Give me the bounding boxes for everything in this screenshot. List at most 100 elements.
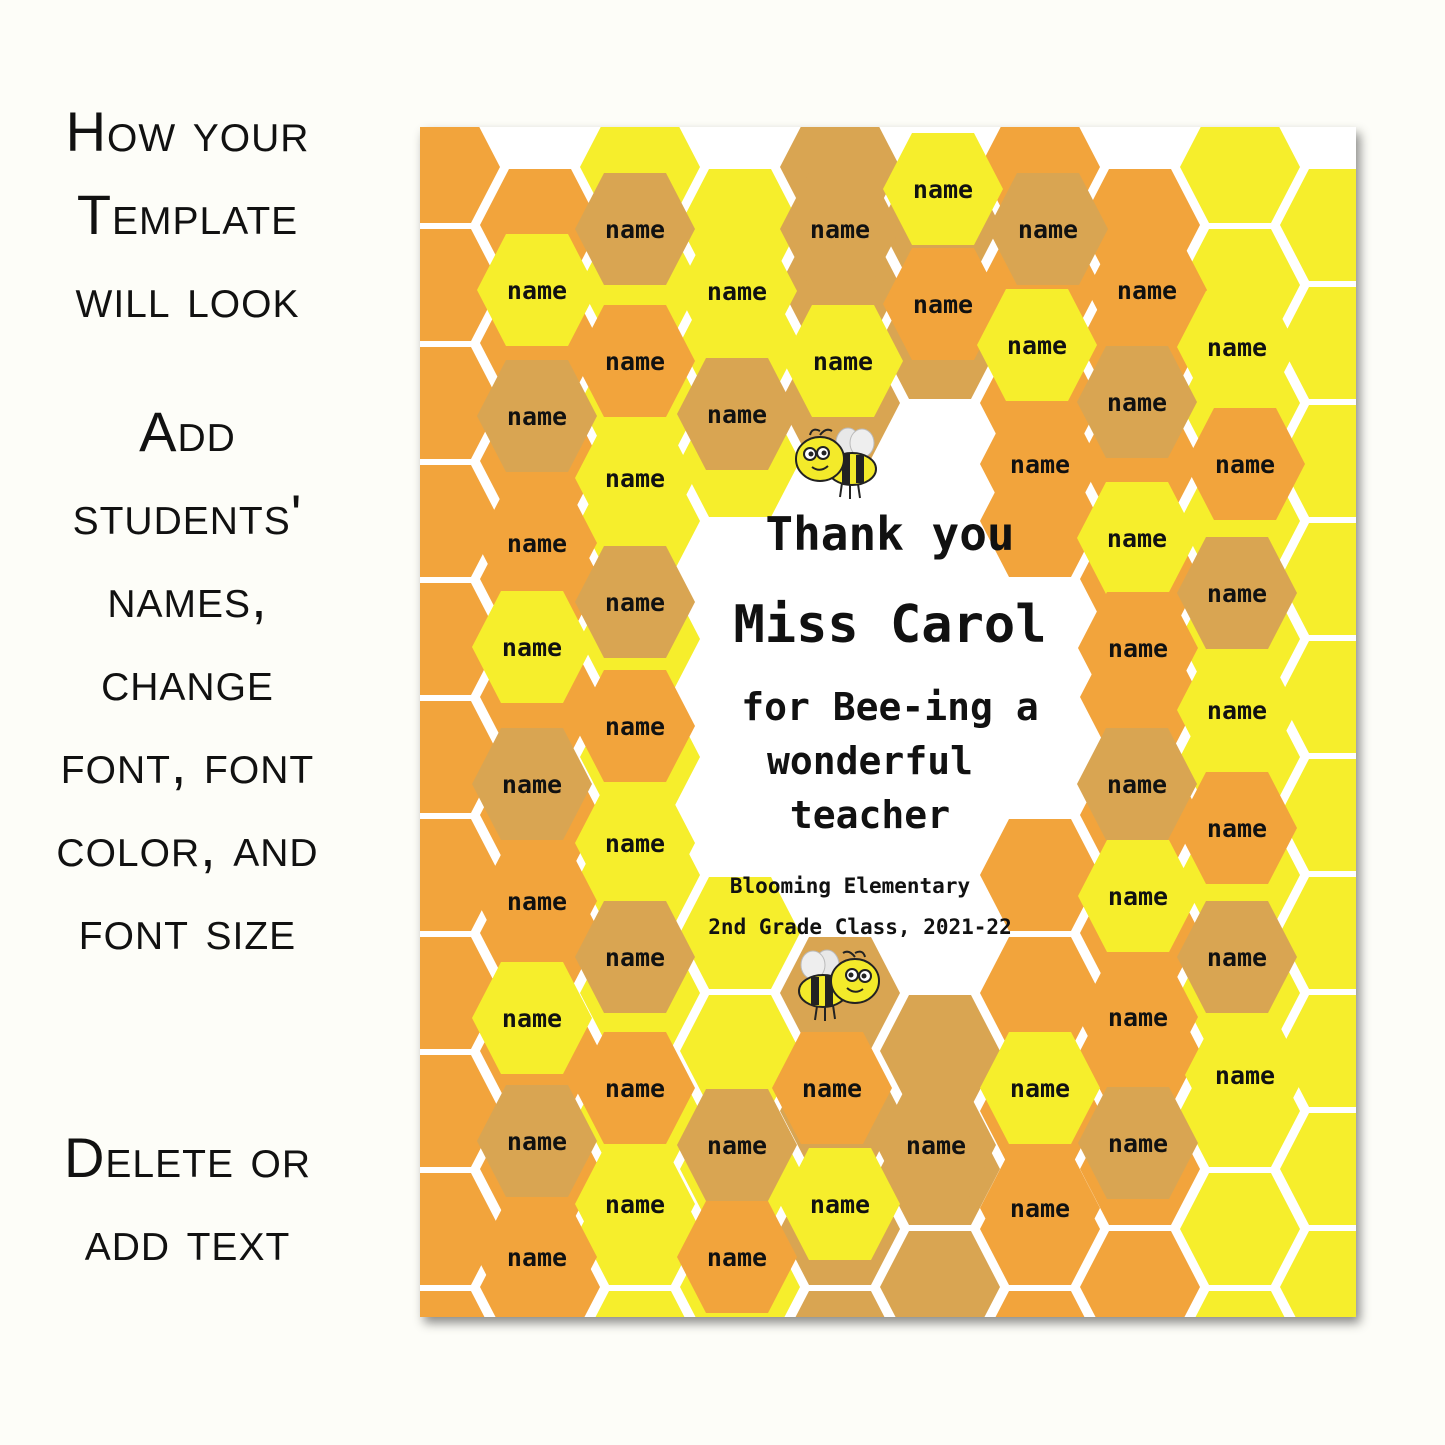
student-name[interactable]: name — [1007, 331, 1067, 360]
student-name[interactable]: name — [605, 712, 665, 741]
student-name[interactable]: name — [605, 215, 665, 244]
school-name: Blooming Elementary — [729, 874, 971, 898]
honeycomb-cell — [1195, 1291, 1285, 1317]
student-name[interactable]: name — [507, 1243, 567, 1272]
name-cell — [988, 173, 1108, 285]
student-name[interactable]: name — [913, 290, 973, 319]
instruction-line: font size — [78, 898, 297, 961]
name-cell — [677, 235, 797, 347]
student-name[interactable]: name — [507, 1127, 567, 1156]
name-cell — [1078, 840, 1198, 952]
student-name[interactable]: name — [1108, 1003, 1168, 1032]
student-name[interactable]: name — [1010, 450, 1070, 479]
student-name[interactable]: name — [1108, 1129, 1168, 1158]
instruction-line: Delete or — [63, 1126, 312, 1189]
honeycomb-cell — [995, 1291, 1085, 1317]
honeycomb: name name name name name name name name name name… — [420, 127, 1356, 1317]
name-cell — [575, 422, 695, 534]
student-name[interactable]: name — [813, 347, 873, 376]
student-name[interactable]: name — [1117, 276, 1177, 305]
instruction-line: color, and — [56, 815, 319, 878]
student-name[interactable]: name — [507, 276, 567, 305]
instruction-preview: How your Template will look — [0, 90, 375, 339]
student-name[interactable]: name — [1207, 814, 1267, 843]
honeycomb-cell — [1280, 287, 1356, 399]
student-name[interactable]: name — [605, 1074, 665, 1103]
name-cell — [1077, 346, 1197, 458]
name-cell — [1177, 537, 1297, 649]
student-name[interactable]: name — [507, 887, 567, 916]
honeycomb-cell — [1280, 1231, 1356, 1317]
honeycomb-cell — [980, 819, 1100, 931]
student-name[interactable]: name — [1207, 333, 1267, 362]
honeycomb-cell — [420, 465, 500, 577]
name-cell — [1177, 654, 1297, 766]
name-cell — [1077, 482, 1197, 594]
honeycomb-cell — [680, 995, 800, 1107]
student-name[interactable]: name — [1107, 524, 1167, 553]
student-name[interactable]: name — [502, 1004, 562, 1033]
student-name[interactable]: name — [605, 943, 665, 972]
teacher-name: Miss Carol — [733, 595, 1047, 655]
student-name[interactable]: name — [605, 829, 665, 858]
student-name[interactable]: name — [1207, 696, 1267, 725]
honeycomb-cell — [1280, 759, 1356, 871]
honeycomb-cell — [795, 1291, 885, 1317]
student-name[interactable]: name — [605, 1190, 665, 1219]
student-name[interactable]: name — [507, 529, 567, 558]
student-name[interactable]: name — [1018, 215, 1078, 244]
student-name[interactable]: name — [1107, 770, 1167, 799]
name-cell — [977, 289, 1097, 401]
student-name[interactable]: name — [707, 1243, 767, 1272]
student-name[interactable]: name — [502, 633, 562, 662]
name-cell — [780, 1148, 900, 1260]
student-name[interactable]: name — [1207, 943, 1267, 972]
student-name[interactable]: name — [802, 1074, 862, 1103]
instruction-line: font, font — [60, 732, 315, 795]
student-name[interactable]: name — [913, 175, 973, 204]
name-cell — [477, 234, 597, 346]
student-name[interactable]: name — [605, 588, 665, 617]
student-name[interactable]: name — [1108, 634, 1168, 663]
student-name[interactable]: name — [1010, 1074, 1070, 1103]
name-cell — [1078, 1087, 1198, 1199]
name-cell — [575, 787, 695, 899]
subtitle-line-1: for Bee-ing a — [741, 685, 1039, 729]
name-cell — [472, 962, 592, 1074]
student-name[interactable]: name — [707, 1131, 767, 1160]
student-name[interactable]: name — [810, 215, 870, 244]
honeycomb-cell — [1180, 1173, 1300, 1285]
instruction-line: add text — [84, 1209, 291, 1272]
student-name[interactable]: name — [1010, 1194, 1070, 1223]
student-name[interactable]: name — [605, 347, 665, 376]
student-name[interactable]: name — [906, 1131, 966, 1160]
name-cell — [1077, 728, 1197, 840]
name-cell — [1185, 408, 1305, 520]
student-name[interactable]: name — [1215, 450, 1275, 479]
name-cell — [876, 1089, 996, 1201]
student-name[interactable]: name — [605, 464, 665, 493]
name-cell — [575, 305, 695, 417]
name-cell — [575, 670, 695, 782]
subtitle-line-2: wonderful — [767, 739, 973, 783]
student-name[interactable]: name — [1215, 1061, 1275, 1090]
student-name[interactable]: name — [1207, 579, 1267, 608]
student-name[interactable]: name — [810, 1190, 870, 1219]
title-line-1: Thank you — [765, 507, 1015, 561]
instruction-line: change — [101, 649, 274, 712]
honeycomb-cell — [1280, 169, 1356, 281]
name-cell — [575, 1032, 695, 1144]
instruction-line: will look — [75, 266, 300, 329]
instruction-text: Delete or add text — [0, 1116, 375, 1282]
student-name[interactable]: name — [1108, 882, 1168, 911]
name-cell — [575, 173, 695, 285]
student-name[interactable]: name — [707, 277, 767, 306]
student-name[interactable]: name — [707, 400, 767, 429]
honeycomb-cell — [1180, 127, 1300, 223]
name-cell — [677, 1089, 797, 1201]
student-name[interactable]: name — [507, 402, 567, 431]
student-name[interactable]: name — [502, 770, 562, 799]
student-name[interactable]: name — [1107, 388, 1167, 417]
instruction-line: Add — [139, 400, 236, 463]
name-cell — [472, 728, 592, 840]
